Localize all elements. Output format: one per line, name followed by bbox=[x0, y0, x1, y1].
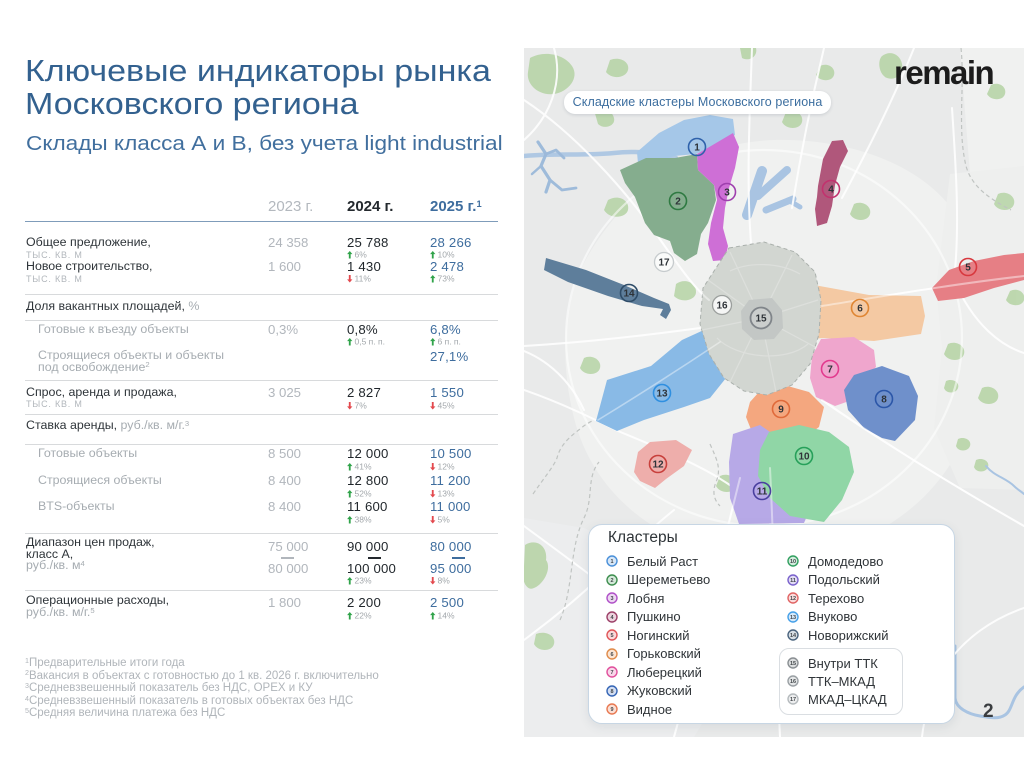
svg-text:11: 11 bbox=[757, 487, 768, 498]
svg-text:1: 1 bbox=[694, 143, 700, 154]
svg-text:3: 3 bbox=[610, 596, 613, 602]
svg-text:15: 15 bbox=[790, 661, 796, 667]
svg-text:5: 5 bbox=[965, 263, 971, 274]
svg-text:5: 5 bbox=[610, 633, 613, 639]
svg-text:15: 15 bbox=[755, 314, 767, 325]
svg-text:3: 3 bbox=[724, 188, 730, 199]
svg-text:11: 11 bbox=[790, 578, 796, 584]
svg-text:4: 4 bbox=[828, 185, 834, 196]
svg-text:4: 4 bbox=[610, 615, 614, 621]
svg-text:10: 10 bbox=[790, 559, 796, 565]
svg-text:14: 14 bbox=[623, 289, 635, 300]
svg-text:6: 6 bbox=[857, 304, 863, 315]
svg-text:14: 14 bbox=[790, 633, 797, 639]
svg-text:10: 10 bbox=[798, 452, 810, 463]
svg-text:17: 17 bbox=[790, 697, 796, 703]
svg-text:13: 13 bbox=[790, 615, 796, 621]
svg-text:8: 8 bbox=[881, 395, 887, 406]
svg-text:12: 12 bbox=[790, 596, 796, 602]
svg-text:1: 1 bbox=[610, 559, 613, 565]
svg-text:6: 6 bbox=[610, 652, 613, 658]
svg-text:17: 17 bbox=[658, 258, 670, 269]
svg-text:8: 8 bbox=[610, 689, 613, 695]
svg-text:7: 7 bbox=[827, 365, 833, 376]
svg-text:16: 16 bbox=[716, 301, 728, 312]
svg-text:9: 9 bbox=[778, 405, 784, 416]
svg-text:9: 9 bbox=[610, 707, 613, 713]
svg-text:2: 2 bbox=[675, 197, 681, 208]
svg-text:7: 7 bbox=[610, 670, 613, 676]
svg-text:16: 16 bbox=[790, 679, 796, 685]
svg-text:12: 12 bbox=[652, 460, 664, 471]
svg-text:2: 2 bbox=[610, 578, 613, 584]
svg-text:13: 13 bbox=[656, 389, 668, 400]
